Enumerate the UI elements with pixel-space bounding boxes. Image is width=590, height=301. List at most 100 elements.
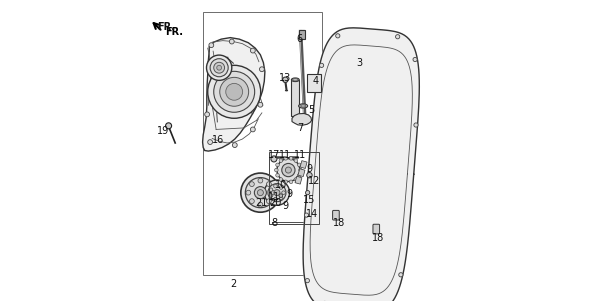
FancyBboxPatch shape [333, 210, 339, 220]
Text: 9: 9 [286, 189, 292, 199]
Text: 18: 18 [333, 218, 345, 228]
Circle shape [279, 159, 283, 163]
Circle shape [226, 83, 242, 100]
Circle shape [214, 62, 225, 73]
Text: 10: 10 [276, 180, 287, 190]
Circle shape [260, 67, 264, 72]
Circle shape [267, 199, 271, 203]
Bar [307, 74, 322, 92]
Circle shape [277, 159, 300, 182]
Circle shape [298, 116, 305, 123]
Circle shape [284, 157, 287, 160]
Ellipse shape [291, 78, 299, 82]
Circle shape [217, 65, 222, 70]
Circle shape [208, 65, 261, 118]
Text: 11: 11 [294, 150, 307, 160]
Circle shape [254, 187, 267, 199]
Text: 9: 9 [306, 163, 313, 174]
Circle shape [257, 190, 263, 196]
Circle shape [294, 159, 298, 163]
Ellipse shape [293, 79, 298, 81]
Circle shape [279, 194, 283, 197]
Text: 11: 11 [268, 192, 281, 202]
Ellipse shape [301, 105, 306, 107]
Circle shape [268, 184, 286, 202]
Circle shape [209, 43, 214, 48]
Circle shape [289, 157, 293, 160]
Bar [299, 30, 305, 39]
Circle shape [413, 57, 417, 62]
Circle shape [306, 191, 310, 195]
Text: FR.: FR. [165, 27, 183, 37]
Circle shape [304, 213, 309, 217]
Circle shape [210, 59, 228, 77]
Circle shape [299, 168, 302, 172]
Circle shape [284, 180, 287, 184]
Bar [291, 80, 299, 116]
Text: 21: 21 [255, 198, 268, 208]
Bar [298, 169, 305, 177]
Text: 5: 5 [308, 105, 314, 115]
Circle shape [274, 168, 278, 172]
Circle shape [250, 182, 254, 187]
Circle shape [274, 197, 277, 201]
Text: 6: 6 [296, 34, 303, 44]
Circle shape [282, 163, 295, 177]
Text: FR.: FR. [157, 22, 175, 32]
Circle shape [250, 48, 255, 53]
Text: 7: 7 [297, 123, 303, 133]
Bar [203, 12, 322, 275]
Circle shape [241, 173, 280, 212]
Circle shape [264, 180, 290, 205]
Circle shape [246, 190, 251, 195]
Circle shape [336, 34, 340, 38]
Circle shape [269, 194, 273, 197]
Text: 13: 13 [279, 73, 291, 83]
Circle shape [279, 196, 283, 200]
Circle shape [283, 77, 288, 82]
Polygon shape [202, 38, 265, 151]
Circle shape [269, 188, 273, 191]
Circle shape [206, 55, 232, 80]
Circle shape [258, 178, 263, 183]
Circle shape [279, 186, 283, 189]
Circle shape [250, 199, 254, 203]
Text: 4: 4 [313, 76, 319, 86]
Circle shape [271, 156, 277, 162]
Circle shape [276, 163, 279, 167]
Bar [270, 152, 319, 224]
Circle shape [232, 143, 237, 147]
Circle shape [214, 71, 255, 112]
Circle shape [267, 182, 271, 187]
Circle shape [297, 163, 301, 167]
Circle shape [250, 127, 255, 132]
Text: 3: 3 [356, 58, 363, 68]
FancyBboxPatch shape [373, 224, 379, 234]
Circle shape [270, 190, 275, 195]
Circle shape [258, 202, 263, 207]
Circle shape [274, 190, 280, 196]
Circle shape [205, 112, 209, 117]
Circle shape [230, 39, 234, 44]
Circle shape [274, 185, 277, 188]
Text: 8: 8 [271, 218, 277, 228]
Circle shape [208, 140, 212, 144]
Polygon shape [292, 113, 312, 125]
Text: 12: 12 [309, 175, 321, 186]
Text: 18: 18 [372, 233, 384, 243]
Circle shape [245, 178, 276, 208]
Circle shape [219, 77, 248, 106]
Circle shape [395, 35, 400, 39]
Circle shape [414, 123, 418, 127]
Circle shape [307, 172, 312, 178]
Text: 2: 2 [230, 279, 237, 290]
Circle shape [276, 173, 279, 177]
Circle shape [282, 191, 286, 194]
Circle shape [319, 63, 324, 67]
Circle shape [279, 178, 283, 181]
Ellipse shape [299, 104, 307, 108]
Text: 19: 19 [157, 126, 169, 136]
Circle shape [289, 180, 293, 184]
Circle shape [294, 178, 298, 181]
Bar [295, 176, 302, 184]
